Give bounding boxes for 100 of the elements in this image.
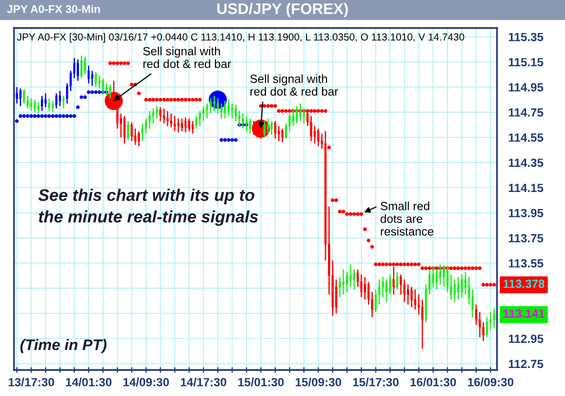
candlestick — [88, 65, 90, 84]
point — [18, 114, 22, 118]
y-tick-label: 114.95 — [508, 83, 544, 92]
candlestick — [22, 88, 26, 104]
point — [80, 95, 84, 99]
y-tick-label: 114.55 — [508, 134, 544, 142]
candlestick — [270, 120, 273, 136]
candlestick — [274, 120, 276, 140]
point — [50, 114, 55, 118]
point — [226, 138, 230, 142]
candlestick — [141, 122, 144, 142]
x-tick-label: 15/01:30 — [238, 378, 284, 386]
candlestick — [177, 118, 180, 133]
point — [62, 114, 66, 118]
candlestick — [195, 115, 198, 130]
candlestick — [457, 276, 460, 300]
candlestick — [216, 98, 219, 114]
y-tick-label: 113.95 — [508, 208, 544, 218]
candlestick — [62, 95, 65, 110]
candlestick — [278, 125, 280, 142]
y-tick-label: 114.75 — [508, 108, 544, 117]
annotation: JPY A0-FX [30-Min] 03/16/17 +0.0440 C 113.1410, H 113.1900, L 113.0350, O 113.1010, V 14.7430 — [17, 33, 464, 43]
candlestick — [421, 298, 424, 350]
point — [68, 114, 73, 118]
candlestick — [170, 112, 172, 128]
annotation: Small red dots are resistance — [380, 202, 434, 236]
candlestick — [396, 271, 398, 290]
chart-title: USD/JPY (FOREX) — [217, 2, 348, 18]
point — [234, 138, 238, 142]
candlestick — [234, 104, 237, 122]
candlestick — [152, 108, 154, 124]
y-tick-label: 115.35 — [508, 32, 544, 42]
point — [40, 114, 44, 118]
candlestick — [231, 102, 234, 120]
candlestick — [52, 100, 54, 113]
y-tick-label: 112.95 — [508, 334, 544, 343]
candlestick — [360, 274, 362, 298]
candlestick — [364, 276, 366, 300]
candlestick — [314, 125, 316, 144]
x-tick-label: 14/09:30 — [123, 378, 169, 386]
candlestick — [94, 71, 97, 88]
candlestick — [174, 115, 176, 132]
point — [29, 114, 34, 118]
y-tick-label: 113.75 — [508, 234, 544, 242]
candlestick — [414, 288, 416, 310]
candlestick — [353, 268, 356, 290]
x-tick-label: 14/17:30 — [180, 378, 226, 386]
point — [47, 114, 52, 118]
point — [220, 138, 224, 142]
candlestick — [148, 110, 151, 130]
candlestick — [335, 278, 338, 314]
point — [94, 90, 98, 94]
candlestick — [80, 55, 83, 79]
candlestick — [40, 95, 44, 112]
y-tick-label: 114.15 — [508, 184, 544, 192]
x-tick-label: 13/17:30 — [8, 378, 54, 386]
point — [230, 138, 234, 142]
point — [32, 114, 37, 118]
candlestick — [406, 284, 410, 306]
annotation: Sell signal with red dot & red bar — [143, 46, 232, 68]
y-tick-label: 113.55 — [508, 259, 544, 268]
candlestick — [392, 266, 395, 296]
point — [65, 114, 69, 118]
x-tick-label: 15/17:30 — [353, 378, 399, 386]
point — [54, 114, 58, 118]
candlestick — [34, 99, 36, 113]
annotation: Sell signal with red dot & red bar — [250, 74, 338, 96]
point — [44, 114, 48, 118]
candlestick — [123, 115, 126, 144]
candlestick — [19, 88, 22, 107]
x-tick-label: 16/09:30 — [468, 378, 514, 386]
annotation: See this chart with its up to the minute real-time signals — [38, 188, 258, 226]
point — [90, 90, 94, 94]
candlestick — [162, 108, 166, 124]
y-tick-label: 114.35 — [508, 158, 544, 167]
candlestick — [130, 122, 133, 142]
y-tick-label: 112.75 — [508, 360, 544, 368]
candlestick — [454, 278, 456, 303]
candlestick — [317, 128, 320, 147]
chart-subtitle: JPY A0-FX 30-Min — [6, 4, 100, 13]
candlestick — [202, 105, 205, 122]
candlestick — [156, 105, 158, 120]
candlestick — [385, 278, 388, 303]
point — [76, 105, 80, 110]
candlestick — [184, 116, 187, 133]
x-tick-label: 15/09:30 — [296, 378, 342, 386]
y-tick-label: 115.15 — [508, 58, 544, 66]
candlestick — [30, 98, 32, 112]
point — [36, 114, 40, 118]
text: 113.141 — [504, 309, 544, 318]
candlestick — [192, 120, 194, 134]
candlestick — [109, 84, 112, 100]
point — [58, 114, 62, 118]
point — [86, 90, 90, 94]
point — [72, 114, 76, 118]
candlestick — [460, 274, 463, 298]
x-tick-label: 16/01:30 — [410, 378, 456, 386]
x-tick-label: 14/01:30 — [66, 378, 112, 386]
text: 113.378 — [504, 280, 544, 288]
annotation: (Time in PT) — [20, 338, 107, 354]
